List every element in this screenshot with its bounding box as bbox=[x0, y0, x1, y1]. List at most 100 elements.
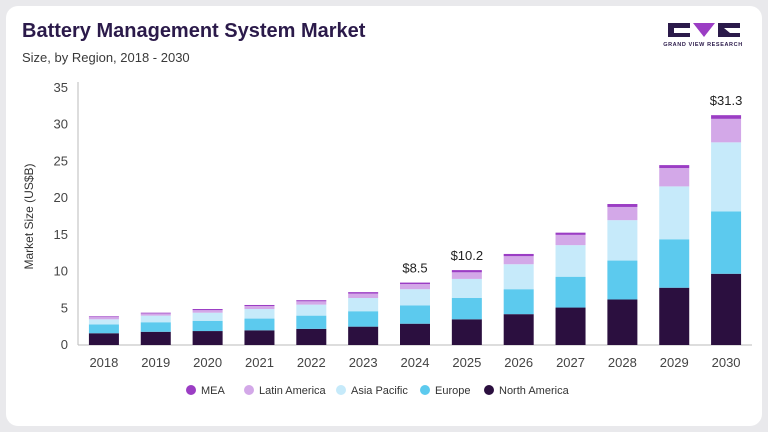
bar-segment-latin-america bbox=[607, 206, 638, 221]
bar-segment-asia-pacific bbox=[244, 309, 275, 319]
legend-label: MEA bbox=[201, 385, 226, 397]
data-label: $8.5 bbox=[402, 261, 427, 276]
x-tick-label: 2023 bbox=[349, 355, 378, 370]
bar-segment-latin-america bbox=[659, 168, 690, 187]
logo-mark-icon bbox=[668, 23, 740, 37]
bar-segment-north-america bbox=[296, 328, 327, 345]
bar-segment-mea bbox=[711, 115, 742, 119]
legend-label: Latin America bbox=[259, 385, 327, 397]
x-tick-label: 2025 bbox=[452, 355, 481, 370]
bar-segment-asia-pacific bbox=[348, 298, 379, 312]
bar-segment-europe bbox=[607, 260, 638, 300]
bar-segment-europe bbox=[659, 239, 690, 288]
bar-segment-mea bbox=[192, 309, 223, 311]
bar-segment-latin-america bbox=[555, 234, 586, 246]
logo-text: GRAND VIEW RESEARCH bbox=[663, 42, 743, 48]
bar-segment-mea bbox=[659, 165, 690, 169]
legend-swatch-north-america bbox=[484, 385, 494, 395]
bar-segment-asia-pacific bbox=[140, 315, 171, 323]
data-label: $10.2 bbox=[451, 248, 484, 263]
x-tick-label: 2019 bbox=[141, 355, 170, 370]
bar-segment-north-america bbox=[711, 273, 742, 345]
bar-segment-europe bbox=[140, 322, 171, 332]
y-tick-label: 5 bbox=[61, 300, 68, 315]
grand-view-research-logo: GRAND VIEW RESEARCH bbox=[658, 20, 748, 54]
bar-segment-europe bbox=[711, 211, 742, 274]
bar-segment-asia-pacific bbox=[88, 319, 119, 325]
bar-segment-latin-america bbox=[348, 293, 379, 299]
legend-label: Asia Pacific bbox=[351, 385, 408, 397]
bar-segment-north-america bbox=[503, 314, 534, 345]
bar-segment-asia-pacific bbox=[607, 220, 638, 261]
bar-segment-europe bbox=[451, 298, 482, 320]
bar-segment-north-america bbox=[348, 326, 379, 345]
bar-segment-mea bbox=[555, 232, 586, 235]
bar-segment-latin-america bbox=[296, 301, 327, 305]
bar-segment-latin-america bbox=[192, 310, 223, 313]
bar-segment-north-america bbox=[140, 331, 171, 345]
x-tick-label: 2026 bbox=[504, 355, 533, 370]
x-tick-label: 2018 bbox=[89, 355, 118, 370]
bar-segment-mea bbox=[348, 292, 379, 294]
bar-segment-asia-pacific bbox=[711, 142, 742, 212]
bar-segment-europe bbox=[555, 276, 586, 308]
bar-segment-latin-america bbox=[244, 306, 275, 310]
bar-segment-asia-pacific bbox=[503, 264, 534, 290]
y-tick-label: 20 bbox=[54, 190, 68, 205]
bar-segment-asia-pacific bbox=[451, 278, 482, 299]
legend-swatch-latin-america bbox=[244, 385, 254, 395]
bar-segment-latin-america bbox=[88, 317, 119, 320]
bar-segment-latin-america bbox=[140, 313, 171, 316]
x-tick-label: 2028 bbox=[608, 355, 637, 370]
bar-segment-latin-america bbox=[451, 272, 482, 279]
x-tick-label: 2024 bbox=[401, 355, 430, 370]
bar-segment-asia-pacific bbox=[659, 186, 690, 240]
bar-segment-europe bbox=[192, 320, 223, 332]
data-label: $31.3 bbox=[710, 93, 743, 108]
x-tick-label: 2027 bbox=[556, 355, 585, 370]
bar-segment-north-america bbox=[400, 323, 430, 345]
chart-title: Battery Management System Market bbox=[22, 20, 366, 42]
bar-segment-mea bbox=[503, 253, 534, 257]
legend-label: North America bbox=[499, 385, 570, 397]
x-tick-label: 2021 bbox=[245, 355, 274, 370]
bar-segment-mea bbox=[88, 316, 119, 318]
bar-segment-latin-america bbox=[503, 256, 534, 265]
bar-segment-europe bbox=[88, 324, 119, 334]
bar-segment-north-america bbox=[555, 307, 586, 345]
bar-segment-north-america bbox=[88, 333, 119, 345]
bar-segment-mea bbox=[140, 312, 171, 314]
y-tick-label: 25 bbox=[54, 153, 68, 168]
y-tick-label: 15 bbox=[54, 227, 68, 242]
legend-swatch-asia-pacific bbox=[336, 385, 346, 395]
legend-swatch-mea bbox=[186, 385, 196, 395]
bar-segment-north-america bbox=[244, 330, 275, 345]
legend-label: Europe bbox=[435, 385, 470, 397]
bar-segment-north-america bbox=[192, 331, 223, 345]
bar-segment-north-america bbox=[451, 319, 482, 345]
bar-segment-mea bbox=[451, 270, 482, 273]
bar-segment-mea bbox=[400, 282, 430, 285]
bar-segment-europe bbox=[503, 289, 534, 315]
bar-segment-europe bbox=[296, 315, 327, 329]
bar-segment-europe bbox=[244, 318, 275, 331]
y-tick-label: 30 bbox=[54, 117, 68, 132]
y-tick-label: 0 bbox=[61, 337, 68, 352]
bar-segment-europe bbox=[400, 305, 430, 324]
x-tick-label: 2022 bbox=[297, 355, 326, 370]
x-tick-label: 2020 bbox=[193, 355, 222, 370]
x-tick-label: 2029 bbox=[660, 355, 689, 370]
y-tick-label: 10 bbox=[54, 264, 68, 279]
legend-swatch-europe bbox=[420, 385, 430, 395]
chart-subtitle: Size, by Region, 2018 - 2030 bbox=[22, 50, 190, 65]
bar-segment-latin-america bbox=[711, 118, 742, 143]
bar-segment-mea bbox=[244, 304, 275, 307]
chart-card: Battery Management System Market Size, b… bbox=[6, 6, 762, 426]
bar-segment-asia-pacific bbox=[400, 289, 430, 306]
bar-segment-asia-pacific bbox=[296, 304, 327, 316]
bar-segment-north-america bbox=[607, 299, 638, 345]
bar-segment-latin-america bbox=[400, 284, 430, 290]
bar-segment-mea bbox=[607, 204, 638, 207]
bar-segment-north-america bbox=[659, 287, 690, 345]
